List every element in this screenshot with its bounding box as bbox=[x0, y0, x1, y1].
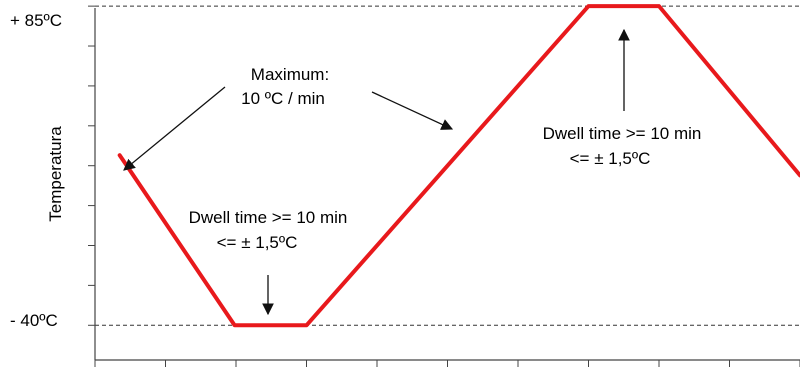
x-tick-marks bbox=[94, 360, 800, 367]
annotation-max-rate-line2: 10 ºC / min bbox=[241, 89, 325, 108]
annotation-bottom-dwell-line2: <= ± 1,5ºC bbox=[217, 233, 298, 252]
annotation-max-rate-line1: Maximum: bbox=[251, 65, 329, 84]
y-axis-label: Temperatura bbox=[46, 126, 65, 222]
y-tick-marks bbox=[88, 5, 95, 326]
y-tick-label-top: + 85ºC bbox=[10, 11, 62, 30]
annotation-top-dwell-line2: <= ± 1,5ºC bbox=[570, 149, 651, 168]
y-tick-label-bottom: - 40ºC bbox=[10, 311, 58, 330]
annotation-bottom-dwell-line1: Dwell time >= 10 min bbox=[189, 208, 348, 227]
annotation-top-dwell-line1: Dwell time >= 10 min bbox=[543, 124, 702, 143]
reference-lines bbox=[95, 5, 800, 326]
arrow-left-down bbox=[123, 86, 226, 171]
temperature-series-line bbox=[117, 4, 800, 328]
arrow-right-down bbox=[371, 91, 454, 130]
